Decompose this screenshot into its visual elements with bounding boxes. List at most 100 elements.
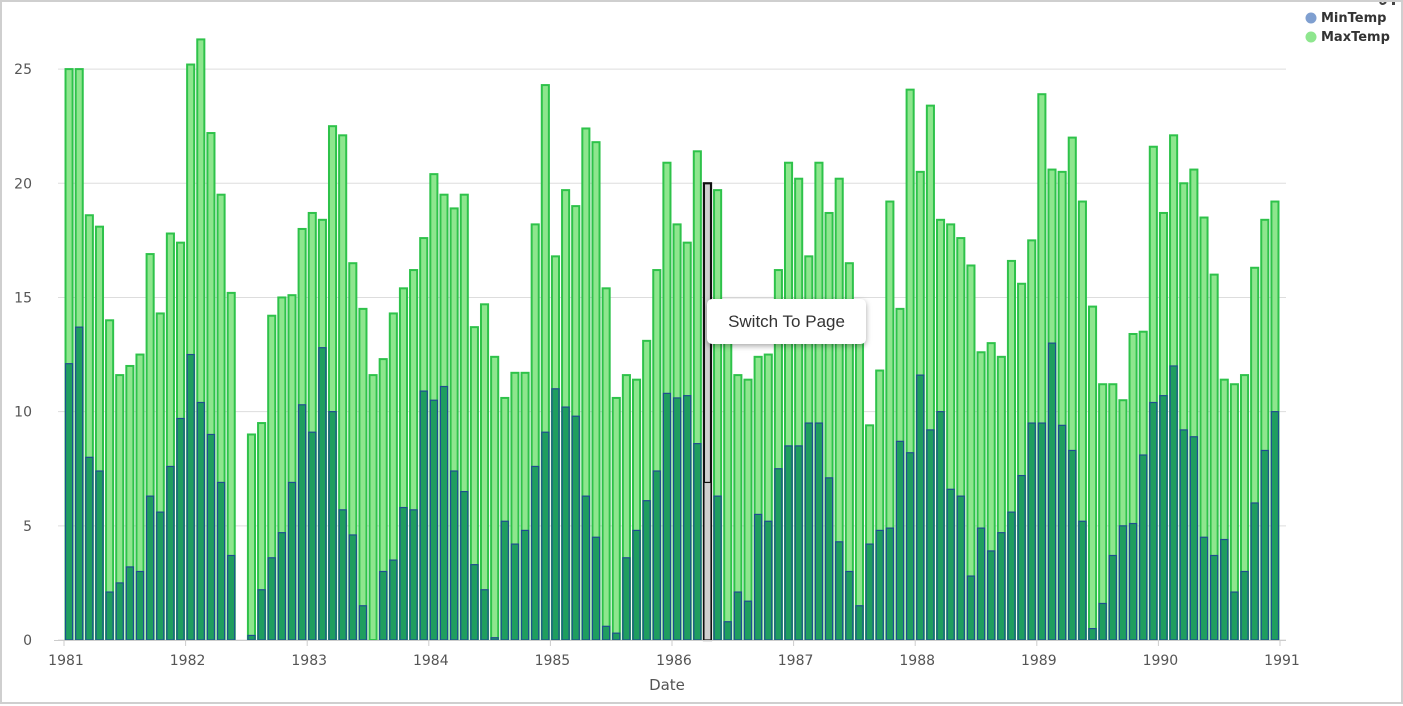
mintemp-bar[interactable]: [1037, 422, 1047, 641]
mintemp-bar[interactable]: [419, 390, 428, 641]
mintemp-bar[interactable]: [196, 401, 205, 641]
mintemp-bar[interactable]: [1057, 424, 1067, 641]
mintemp-bar[interactable]: [612, 632, 621, 641]
mintemp-bar[interactable]: [176, 417, 185, 641]
mintemp-bar[interactable]: [713, 495, 722, 641]
mintemp-bar[interactable]: [743, 600, 753, 641]
mintemp-bar[interactable]: [784, 445, 793, 641]
mintemp-bar[interactable]: [794, 445, 803, 641]
mintemp-bar[interactable]: [764, 520, 773, 641]
mintemp-bar[interactable]: [227, 554, 236, 641]
mintemp-bar[interactable]: [632, 529, 641, 641]
mintemp-bar[interactable]: [216, 481, 226, 641]
mintemp-bar[interactable]: [855, 605, 864, 641]
mintemp-bar[interactable]: [652, 470, 661, 641]
maxtemp-bar[interactable]: [601, 287, 611, 641]
mintemp-bar[interactable]: [1098, 602, 1107, 641]
maxtemp-bar[interactable]: [854, 342, 865, 641]
maxtemp-bar[interactable]: [490, 355, 500, 641]
mintemp-bar[interactable]: [399, 506, 408, 641]
mintemp-bar[interactable]: [662, 392, 672, 641]
mintemp-bar[interactable]: [1128, 522, 1138, 641]
mintemp-bar[interactable]: [1088, 627, 1097, 641]
mintemp-bar[interactable]: [1007, 511, 1016, 641]
mintemp-bar[interactable]: [206, 433, 216, 641]
mintemp-bar[interactable]: [358, 605, 368, 641]
mintemp-bar[interactable]: [814, 422, 824, 641]
mintemp-bar[interactable]: [976, 527, 986, 641]
mintemp-bar[interactable]: [561, 406, 570, 641]
mintemp-bar[interactable]: [875, 529, 884, 641]
mintemp-bar[interactable]: [470, 564, 479, 641]
mintemp-bar[interactable]: [429, 399, 439, 641]
mintemp-bar[interactable]: [1260, 449, 1269, 641]
mintemp-bar[interactable]: [1159, 395, 1168, 641]
mintemp-bar[interactable]: [85, 456, 94, 641]
mintemp-bar[interactable]: [105, 591, 114, 641]
mintemp-bar[interactable]: [804, 422, 813, 641]
mintemp-bar[interactable]: [1199, 536, 1209, 641]
mintemp-bar[interactable]: [723, 621, 732, 641]
mintemp-bar[interactable]: [1230, 591, 1239, 641]
mintemp-bar[interactable]: [490, 637, 499, 641]
mintemp-bar[interactable]: [186, 353, 195, 641]
mintemp-bar[interactable]: [1189, 436, 1199, 641]
mintemp-bar[interactable]: [520, 529, 530, 641]
mintemp-bar[interactable]: [571, 415, 580, 641]
mintemp-bar[interactable]: [389, 559, 398, 641]
mintemp-bar[interactable]: [591, 536, 601, 641]
mintemp-bar[interactable]: [905, 452, 915, 641]
mintemp-bar[interactable]: [987, 550, 996, 641]
mintemp-bar[interactable]: [267, 557, 276, 641]
mintemp-bar[interactable]: [1250, 502, 1259, 641]
mintemp-bar[interactable]: [642, 500, 651, 641]
mintemp-bar[interactable]: [64, 363, 74, 641]
mintemp-bar[interactable]: [845, 570, 854, 641]
switch-to-page-tooltip[interactable]: Switch To Page: [707, 299, 866, 344]
mintemp-bar[interactable]: [328, 411, 337, 641]
mintemp-bar[interactable]: [1047, 342, 1057, 641]
mintemp-bar[interactable]: [125, 566, 135, 641]
mintemp-bar[interactable]: [541, 431, 550, 641]
overflow-menu-icon[interactable]: [1378, 2, 1398, 6]
mintemp-bar[interactable]: [1078, 520, 1087, 641]
mintemp-bar[interactable]: [115, 582, 124, 641]
mintemp-bar[interactable]: [703, 481, 712, 641]
maxtemp-bar[interactable]: [358, 307, 368, 641]
maxtemp-bar[interactable]: [1087, 305, 1098, 641]
mintemp-bar[interactable]: [683, 395, 692, 641]
mintemp-bar[interactable]: [733, 591, 743, 641]
mintemp-bar[interactable]: [1108, 554, 1117, 641]
mintemp-bar[interactable]: [480, 589, 489, 641]
mintemp-bar[interactable]: [308, 431, 317, 641]
maxtemp-bar[interactable]: [1098, 383, 1108, 641]
legend-item-mintemp[interactable]: MinTemp: [1305, 11, 1387, 26]
mintemp-bar[interactable]: [460, 490, 469, 641]
mintemp-bar[interactable]: [318, 347, 327, 641]
mintemp-bar[interactable]: [1209, 554, 1219, 641]
mintemp-bar[interactable]: [1169, 365, 1178, 641]
mintemp-bar[interactable]: [966, 575, 976, 641]
mintemp-bar[interactable]: [865, 543, 874, 641]
mintemp-bar[interactable]: [348, 534, 357, 641]
maxtemp-bar[interactable]: [723, 332, 733, 641]
mintemp-bar[interactable]: [338, 509, 347, 641]
mintemp-bar[interactable]: [75, 326, 84, 641]
mintemp-bar[interactable]: [774, 468, 783, 641]
mintemp-bar[interactable]: [824, 477, 834, 641]
mintemp-bar[interactable]: [835, 541, 844, 641]
mintemp-bar[interactable]: [601, 625, 611, 641]
mintemp-bar[interactable]: [1027, 422, 1036, 641]
mintemp-bar[interactable]: [693, 443, 702, 641]
mintemp-bar[interactable]: [895, 440, 905, 641]
mintemp-bar[interactable]: [1179, 429, 1188, 641]
mintemp-bar[interactable]: [581, 495, 591, 641]
mintemp-bar[interactable]: [1139, 454, 1148, 641]
mintemp-bar[interactable]: [1017, 474, 1026, 641]
mintemp-bar[interactable]: [297, 404, 307, 641]
maxtemp-bar[interactable]: [368, 374, 378, 641]
mintemp-bar[interactable]: [926, 429, 935, 641]
mintemp-bar[interactable]: [531, 465, 540, 641]
mintemp-bar[interactable]: [753, 513, 763, 641]
mintemp-bar[interactable]: [1149, 401, 1158, 641]
